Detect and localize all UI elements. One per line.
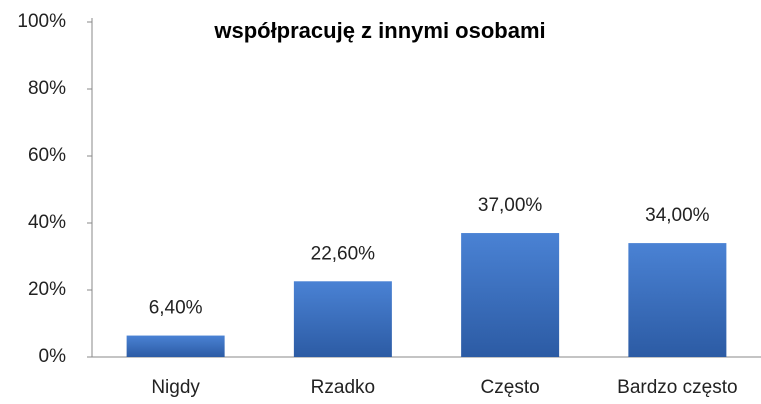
chart-title: współpracuję z innymi osobami <box>213 18 545 43</box>
x-tick-label: Bardzo często <box>617 377 737 398</box>
bar <box>126 335 225 357</box>
y-tick-label: 0% <box>39 346 67 367</box>
bar <box>628 243 727 357</box>
y-tick-label: 60% <box>28 145 66 166</box>
x-tick-label: Nigdy <box>151 377 200 398</box>
x-tick-label: Rzadko <box>311 377 375 398</box>
data-label: 37,00% <box>478 195 543 216</box>
y-tick-label: 80% <box>28 78 66 99</box>
data-label: 22,60% <box>311 243 376 264</box>
data-label: 6,40% <box>149 298 203 319</box>
y-tick-label: 100% <box>17 11 66 32</box>
x-tick-label: Często <box>481 377 540 398</box>
y-tick-label: 20% <box>28 279 66 300</box>
data-label: 34,00% <box>645 205 710 226</box>
bar <box>461 233 560 357</box>
bar <box>293 281 392 357</box>
y-tick-label: 40% <box>28 212 66 233</box>
